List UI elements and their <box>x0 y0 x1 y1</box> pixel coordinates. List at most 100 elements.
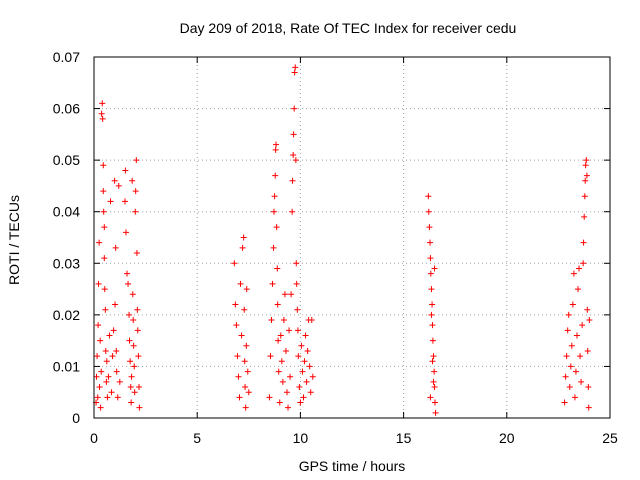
data-point <box>134 327 141 334</box>
data-point <box>125 280 132 287</box>
data-point <box>133 249 140 256</box>
data-point <box>584 306 591 313</box>
data-point <box>581 213 588 220</box>
data-point <box>427 239 434 246</box>
data-point <box>292 157 299 164</box>
data-point <box>103 358 110 365</box>
data-point <box>299 368 306 375</box>
data-point <box>122 229 129 236</box>
data-point <box>561 399 568 406</box>
data-point <box>584 347 591 354</box>
data-point <box>274 265 281 272</box>
data-point <box>583 157 590 164</box>
data-point <box>302 332 309 339</box>
data-point <box>233 322 240 329</box>
y-tick-label: 0 <box>72 410 80 426</box>
data-point <box>273 224 280 231</box>
data-point <box>231 260 238 267</box>
data-point <box>129 177 136 184</box>
y-tick-label: 0.02 <box>53 307 80 323</box>
data-point <box>240 234 247 241</box>
data-point <box>432 409 439 416</box>
data-point <box>112 244 119 251</box>
data-point <box>94 353 101 360</box>
data-point <box>294 306 301 313</box>
data-point <box>431 399 438 406</box>
data-point <box>297 399 304 406</box>
data-point <box>291 105 298 112</box>
x-tick-label: 15 <box>396 430 412 446</box>
data-point <box>573 332 580 339</box>
data-point <box>107 198 114 205</box>
data-point <box>277 332 284 339</box>
data-point <box>100 188 107 195</box>
data-point <box>290 151 297 158</box>
data-point <box>281 291 288 298</box>
data-point <box>276 399 283 406</box>
data-point <box>568 342 575 349</box>
data-point <box>583 172 590 179</box>
data-point <box>577 353 584 360</box>
data-point <box>304 347 311 354</box>
data-point <box>571 394 578 401</box>
data-point <box>127 384 134 391</box>
data-point <box>239 244 246 251</box>
data-point <box>112 301 119 308</box>
data-point <box>266 394 273 401</box>
data-point <box>113 368 120 375</box>
data-point <box>111 177 118 184</box>
data-point <box>289 177 296 184</box>
y-tick-label: 0.03 <box>53 255 80 271</box>
data-point <box>121 198 128 205</box>
data-point <box>235 373 242 380</box>
data-point <box>565 311 572 318</box>
data-point <box>127 358 134 365</box>
x-tick-label: 0 <box>90 430 98 446</box>
data-point <box>581 193 588 200</box>
data-point <box>429 301 436 308</box>
data-point <box>241 358 248 365</box>
data-point <box>102 347 109 354</box>
data-point <box>586 317 593 324</box>
data-point <box>428 311 435 318</box>
data-point <box>296 384 303 391</box>
data-point <box>279 378 286 385</box>
data-point <box>270 208 277 215</box>
data-point <box>128 373 135 380</box>
data-point <box>114 394 121 401</box>
data-point <box>101 224 108 231</box>
data-point <box>136 404 143 411</box>
data-point <box>308 317 315 324</box>
data-point <box>128 399 135 406</box>
data-point <box>241 306 248 313</box>
data-point <box>124 270 131 277</box>
data-point <box>306 363 313 370</box>
data-point <box>113 347 120 354</box>
data-point <box>576 265 583 272</box>
data-point <box>242 384 249 391</box>
data-point <box>425 193 432 200</box>
data-point <box>234 353 241 360</box>
data-point <box>298 342 305 349</box>
data-point <box>97 404 104 411</box>
data-point <box>309 373 316 380</box>
data-point <box>245 389 252 396</box>
data-point <box>132 188 139 195</box>
data-point <box>580 260 587 267</box>
data-point <box>570 270 577 277</box>
data-point <box>286 327 293 334</box>
data-point <box>238 332 245 339</box>
data-point <box>100 162 107 169</box>
x-tick-label: 10 <box>293 430 309 446</box>
data-point <box>102 306 109 313</box>
data-point <box>293 280 300 287</box>
data-point <box>294 327 301 334</box>
data-point <box>132 208 139 215</box>
data-point <box>99 115 106 122</box>
data-point <box>103 378 110 385</box>
data-point <box>563 353 570 360</box>
data-point <box>425 208 432 215</box>
data-point <box>288 291 295 298</box>
data-points <box>93 64 593 416</box>
